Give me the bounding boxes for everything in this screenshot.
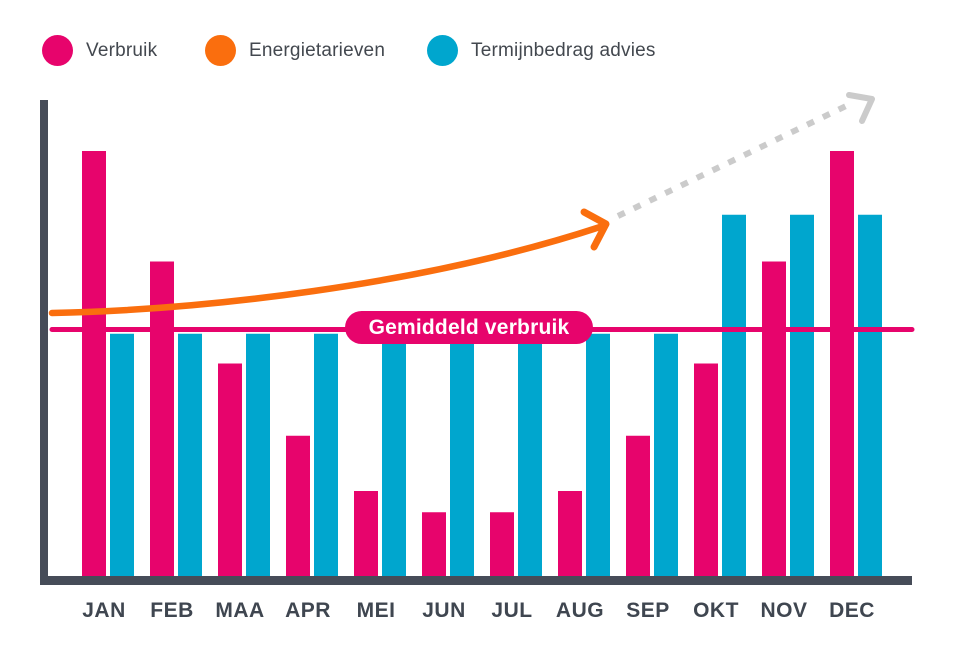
legend-item-termijnbedrag-advies: Termijnbedrag advies bbox=[427, 35, 656, 66]
month-label-apr: APR bbox=[285, 599, 331, 622]
bar-verbruik-okt bbox=[694, 363, 718, 580]
month-label-mei: MEI bbox=[356, 599, 396, 622]
x-axis bbox=[40, 576, 912, 585]
bar-verbruik-jul bbox=[490, 512, 514, 580]
month-label-nov: NOV bbox=[760, 599, 808, 622]
energy-tariff-trend-curve bbox=[48, 223, 604, 317]
month-label-dec: DEC bbox=[829, 599, 875, 622]
bar-verbruik-maa bbox=[218, 363, 242, 580]
average-usage-pill: Gemiddeld verbruik bbox=[345, 311, 593, 344]
legend-label: Verbruik bbox=[86, 39, 158, 61]
bar-termijnbedrag-nov bbox=[790, 214, 814, 580]
average-usage-pill-label: Gemiddeld verbruik bbox=[368, 315, 570, 339]
legend-label: Termijnbedrag advies bbox=[471, 39, 656, 61]
bar-termijnbedrag-jun bbox=[450, 333, 474, 580]
bar-termijnbedrag-apr bbox=[314, 333, 338, 580]
bar-termijnbedrag-sep bbox=[654, 333, 678, 580]
y-axis bbox=[40, 100, 48, 585]
bar-termijnbedrag-feb bbox=[178, 333, 202, 580]
bar-termijnbedrag-dec bbox=[858, 214, 882, 580]
month-label-aug: AUG bbox=[555, 599, 605, 622]
bar-verbruik-apr bbox=[286, 435, 310, 580]
legend-item-verbruik: Verbruik bbox=[42, 35, 157, 66]
month-label-jan: JAN bbox=[82, 599, 126, 622]
legend-label: Energietarieven bbox=[249, 39, 386, 61]
bar-verbruik-jun bbox=[422, 512, 446, 580]
bar-termijnbedrag-mei bbox=[382, 333, 406, 580]
gray-arrowhead-icon bbox=[846, 92, 875, 124]
month-label-okt: OKT bbox=[693, 599, 739, 622]
month-label-sep: SEP bbox=[626, 599, 670, 622]
bar-verbruik-dec bbox=[830, 151, 854, 580]
bar-verbruik-nov bbox=[762, 261, 786, 580]
month-label-jul: JUL bbox=[491, 599, 533, 622]
dashed-projection-line bbox=[616, 103, 848, 219]
legend-dot-icon bbox=[42, 35, 73, 66]
legend-item-energietarieven: Energietarieven bbox=[205, 35, 385, 66]
bar-termijnbedrag-aug bbox=[586, 333, 610, 580]
month-label-maa: MAA bbox=[215, 599, 265, 622]
bar-verbruik-jan bbox=[82, 151, 106, 580]
bar-termijnbedrag-jul bbox=[518, 333, 542, 580]
month-label-jun: JUN bbox=[422, 599, 466, 622]
bar-termijnbedrag-jan bbox=[110, 333, 134, 580]
bar-verbruik-sep bbox=[626, 435, 650, 580]
bar-verbruik-feb bbox=[150, 261, 174, 580]
orange-arrowhead-icon bbox=[580, 208, 610, 251]
legend-dot-icon bbox=[427, 35, 458, 66]
legend-dot-icon bbox=[205, 35, 236, 66]
bar-verbruik-mei bbox=[354, 491, 378, 580]
bar-termijnbedrag-okt bbox=[722, 214, 746, 580]
bar-verbruik-aug bbox=[558, 491, 582, 580]
month-label-feb: FEB bbox=[150, 599, 194, 622]
bar-termijnbedrag-maa bbox=[246, 333, 270, 580]
